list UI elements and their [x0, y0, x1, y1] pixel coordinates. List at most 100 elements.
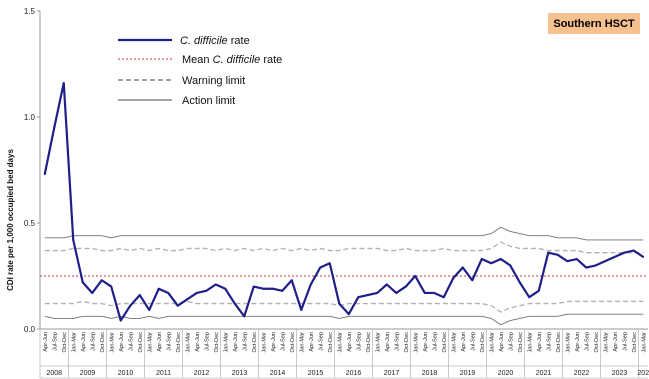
year-label: 2009	[80, 370, 96, 377]
x-tick-label: Jul-Sep	[584, 332, 590, 351]
cdiff-rate-point	[518, 281, 521, 284]
action-limit-upper	[44, 226, 644, 241]
x-tick-label: Oct-Dec	[404, 332, 410, 353]
cdiff-rate-point	[138, 294, 141, 296]
cdiff-rate-point	[252, 285, 255, 288]
x-tick-label: Jan-Mar	[109, 332, 115, 353]
year-label: 2015	[308, 370, 324, 377]
x-tick-label: Oct-Dec	[518, 332, 524, 353]
cdiff-rate-point	[195, 292, 198, 294]
x-tick-label: Jan-Mar	[603, 332, 609, 353]
cdiff-rate-point	[433, 292, 436, 294]
cdiff-rate-point	[110, 285, 113, 288]
legend-label: Warning limit	[182, 75, 245, 87]
cdiff-rate-point	[461, 266, 464, 269]
cdiff-rate-point	[509, 264, 512, 267]
x-tick-label: Jan-Mar	[565, 332, 571, 353]
x-tick-label: Oct-Dec	[252, 332, 258, 353]
x-tick-label: Oct-Dec	[594, 332, 600, 353]
cdiff-rate-point	[585, 266, 588, 269]
x-tick-label: Oct-Dec	[62, 332, 68, 353]
legend-label: C. difficile rate	[180, 35, 250, 47]
year-label: 2011	[156, 370, 171, 377]
cdiff-rate-point	[224, 287, 227, 290]
x-tick-label: Apr-Jun	[119, 332, 125, 352]
x-tick-label: Jan-Mar	[71, 332, 77, 353]
x-tick-label: Jul-Sep	[356, 332, 362, 351]
cdiff-rate-point	[528, 296, 531, 299]
x-tick-label: Jul-Sep	[432, 332, 438, 351]
cdiff-rate-point	[357, 296, 360, 299]
x-tick-label: Jul-Sep	[90, 332, 96, 351]
x-tick-label: Oct-Dec	[176, 332, 182, 353]
x-tick-label: Jul-Sep	[470, 332, 476, 351]
cdiff-rate-point	[604, 260, 607, 263]
cdiff-rate-point	[347, 313, 350, 316]
cdiff-rate-line	[43, 81, 644, 322]
year-label: 2008	[46, 370, 62, 377]
cdiff-rate-point	[442, 296, 445, 299]
x-tick-label: Jan-Mar	[375, 332, 381, 353]
x-tick-label: Jan-Mar	[147, 332, 153, 353]
year-label: 2013	[232, 370, 248, 377]
cdiff-rate-point	[271, 287, 274, 290]
cdiff-rate-point	[613, 256, 616, 258]
x-tick-label: Jan-Mar	[337, 332, 343, 353]
cdiff-rate-point	[233, 302, 236, 305]
cdiff-rate-point	[328, 262, 331, 265]
cdiff-rate-point	[176, 304, 179, 307]
year-label: 2017	[384, 370, 400, 377]
x-tick-label: Apr-Jun	[309, 332, 315, 352]
cdiff-rate-point	[53, 126, 56, 129]
x-tick-label: Apr-Jun	[43, 332, 49, 352]
cdiff-rate-point	[281, 289, 284, 292]
cdiff-rate-point	[642, 256, 645, 258]
x-tick-label: Apr-Jun	[233, 332, 239, 352]
cdiff-rate-point	[262, 287, 265, 290]
x-tick-label: Jul-Sep	[394, 332, 400, 351]
x-tick-label: Oct-Dec	[214, 332, 220, 353]
x-tick-label: Jul-Sep	[128, 332, 134, 351]
x-tick-label: Jan-Mar	[527, 332, 533, 353]
year-label: 2014	[270, 370, 286, 377]
y-tick-label: 0.5	[24, 219, 36, 228]
cdiff-rate-point	[319, 266, 322, 269]
cdiff-rate-point	[243, 315, 246, 318]
action-limit-lower	[44, 313, 644, 326]
x-tick-label: Jul-Sep	[204, 332, 210, 351]
year-label: 2012	[194, 370, 210, 377]
cdiff-rate-point	[81, 281, 84, 284]
cdiff-rate-point	[499, 258, 502, 260]
cdiff-rate-point	[623, 251, 626, 254]
cdiff-rate-point	[148, 309, 151, 311]
x-tick-label: Jan-Mar	[185, 332, 191, 353]
x-tick-label: Apr-Jun	[575, 332, 581, 352]
cdiff-rate-point	[366, 294, 369, 296]
x-tick-label: Jul-Sep	[508, 332, 514, 351]
x-tick-label: Apr-Jun	[499, 332, 505, 352]
x-tick-label: Jul-Sep	[242, 332, 248, 351]
x-tick-label: Oct-Dec	[328, 332, 334, 353]
x-tick-label: Jan-Mar	[451, 332, 457, 353]
x-tick-label: Apr-Jun	[537, 332, 543, 352]
y-tick-label: 0.0	[24, 325, 36, 334]
cdiff-rate-point	[423, 292, 426, 294]
x-tick-label: Jan-Mar	[413, 332, 419, 353]
x-tick-label: Jul-Sep	[546, 332, 552, 351]
x-tick-label: Jul-Sep	[622, 332, 628, 351]
cdiff-rate-point	[490, 262, 493, 265]
x-tick-label: Oct-Dec	[556, 332, 562, 353]
cdiff-rate-point	[43, 173, 46, 176]
x-tick-label: Apr-Jun	[271, 332, 277, 352]
x-tick-label: Oct-Dec	[480, 332, 486, 353]
x-tick-label: Jan-Mar	[261, 332, 267, 353]
cdiff-rate-point	[566, 260, 569, 263]
year-label: 202	[637, 370, 649, 377]
cdiff-rate-point	[157, 287, 160, 290]
legend: C. difficile rate Mean C. difficile rate W…	[118, 35, 282, 107]
cdiff-rate-point	[471, 279, 474, 282]
year-label: 2020	[498, 370, 514, 377]
x-tick-label: Apr-Jun	[461, 332, 467, 352]
